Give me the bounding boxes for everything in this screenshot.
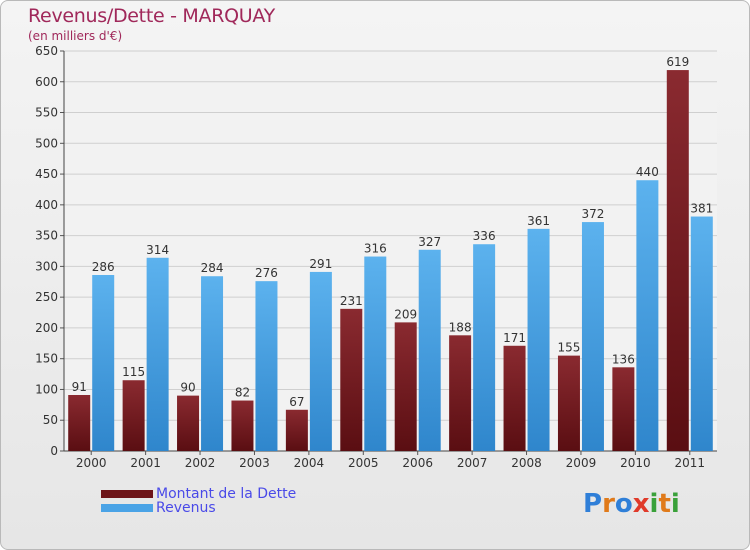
data-label-dette: 115 [122,365,145,379]
bar-revenus [201,276,224,451]
data-label-dette: 136 [612,352,635,366]
y-tick-label: 550 [35,106,58,120]
x-tick-label: 2001 [130,456,161,470]
x-tick-label: 2002 [185,456,216,470]
data-label-revenus: 276 [255,266,278,280]
plot-area [64,51,717,451]
bar-dette [557,355,580,451]
bar-dette [122,380,145,451]
bar-dette [177,395,200,451]
y-tick-label: 100 [35,382,58,396]
data-label-dette: 171 [503,331,526,345]
bar-dette [612,367,635,451]
data-label-revenus: 284 [201,261,224,275]
y-tick-label: 200 [35,321,58,335]
data-label-revenus: 372 [582,207,605,221]
logo-letter: o [614,489,633,519]
data-label-dette: 209 [394,307,417,321]
data-label-revenus: 381 [690,202,713,216]
bar-revenus [255,281,278,451]
bar-dette [449,335,472,451]
data-label-revenus: 336 [473,229,496,243]
legend-swatch-dette [101,490,153,498]
y-tick-label: 150 [35,352,58,366]
chart-title: Revenus/Dette - MARQUAY [28,5,275,27]
y-tick-label: 300 [35,259,58,273]
y-tick-label: 400 [35,198,58,212]
x-tick-label: 2007 [457,456,488,470]
bar-dette [394,322,417,451]
logo-letter: r [602,489,615,519]
data-label-dette: 67 [289,395,304,409]
data-label-dette: 188 [449,320,472,334]
x-tick-label: 2004 [294,456,325,470]
data-label-revenus: 314 [146,243,169,257]
y-tick-label: 450 [35,167,58,181]
bar-revenus [309,271,332,451]
x-tick-label: 2009 [566,456,597,470]
data-label-dette: 231 [340,294,363,308]
x-tick-label: 2003 [239,456,270,470]
bar-revenus [364,256,387,451]
y-tick-label: 0 [50,444,58,458]
x-tick-label: 2006 [402,456,433,470]
y-tick-label: 350 [35,229,58,243]
logo-letter: i [670,489,680,519]
y-tick-label: 50 [43,413,58,427]
bar-revenus [473,244,496,451]
bar-revenus [92,275,115,451]
bar-revenus [690,216,713,451]
data-label-dette: 90 [180,381,195,395]
chart-subtitle: (en milliers d'€) [28,29,123,43]
y-tick-label: 500 [35,136,58,150]
bar-dette [503,345,526,451]
logo-letter: P [583,489,603,519]
bar-dette [285,409,308,451]
x-tick-label: 2010 [620,456,651,470]
logo-letter: t [658,489,671,519]
data-label-revenus: 291 [309,257,332,271]
bar-dette [340,308,363,451]
data-label-revenus: 440 [636,165,659,179]
legend-swatch-revenus [101,504,153,512]
bar-revenus [527,228,550,451]
data-label-dette: 155 [558,341,581,355]
x-tick-label: 2008 [511,456,542,470]
bar-revenus [581,222,604,451]
bar-dette [666,70,689,452]
legend-label-dette: Montant de la Dette [156,486,297,502]
data-label-dette: 82 [235,386,250,400]
bar-dette [68,395,91,451]
bar-revenus [418,249,441,451]
logo-letter: i [649,489,659,519]
proxiti-logo: Proxiti [583,489,680,519]
bar-revenus [146,257,169,451]
y-tick-label: 600 [35,75,58,89]
x-tick-label: 2005 [348,456,379,470]
bar-dette [231,400,254,451]
x-tick-label: 2000 [76,456,107,470]
data-label-revenus: 327 [418,235,441,249]
y-tick-label: 250 [35,290,58,304]
x-tick-label: 2011 [675,456,706,470]
bar-revenus [636,180,659,451]
legend-label-revenus: Revenus [156,500,216,516]
data-label-dette: 619 [666,55,689,69]
y-tick-label: 650 [35,44,58,58]
logo-letter: x [632,489,650,519]
data-label-revenus: 316 [364,242,387,256]
data-label-revenus: 286 [92,260,115,274]
data-label-revenus: 361 [527,214,550,228]
data-label-dette: 91 [72,380,87,394]
